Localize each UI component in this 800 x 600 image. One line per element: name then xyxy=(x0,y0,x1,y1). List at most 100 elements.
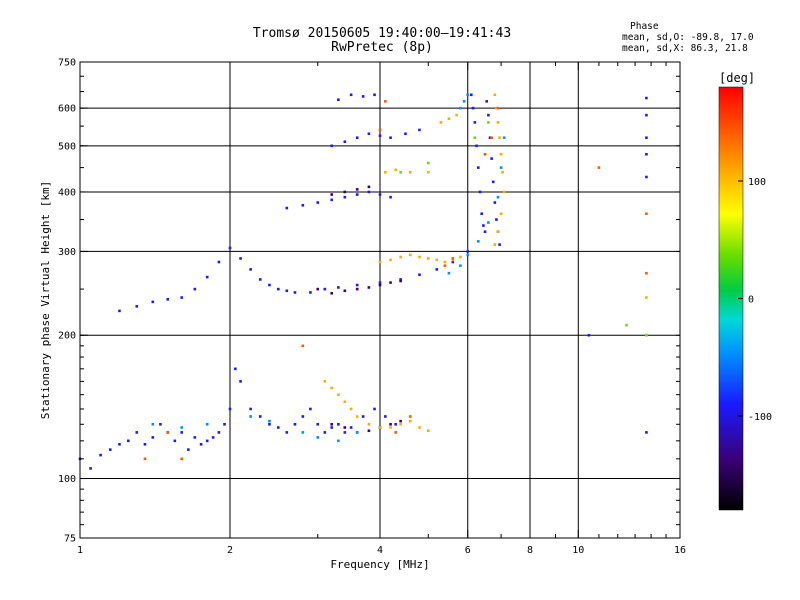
data-point xyxy=(466,250,470,253)
data-point xyxy=(330,386,334,390)
data-points xyxy=(78,93,648,470)
data-point xyxy=(435,268,439,271)
data-point xyxy=(343,140,347,144)
data-point xyxy=(378,193,382,196)
data-point xyxy=(301,415,305,418)
data-point xyxy=(108,448,112,451)
data-point xyxy=(349,426,353,429)
data-point xyxy=(502,190,506,194)
data-point xyxy=(151,436,155,439)
data-point xyxy=(343,195,347,199)
data-point xyxy=(471,106,475,110)
data-point xyxy=(499,152,503,156)
data-point xyxy=(205,422,209,426)
data-point xyxy=(367,429,371,433)
data-point xyxy=(349,407,353,411)
data-point xyxy=(447,271,451,275)
data-point xyxy=(89,467,92,470)
data-point xyxy=(378,283,382,287)
data-point xyxy=(496,195,500,199)
data-point xyxy=(367,132,371,136)
data-point xyxy=(378,426,382,429)
data-point xyxy=(462,100,466,103)
data-point xyxy=(399,278,402,281)
data-point xyxy=(343,426,347,429)
data-point xyxy=(337,98,340,101)
data-point xyxy=(285,431,289,434)
data-point xyxy=(330,422,334,426)
data-point xyxy=(493,201,497,204)
data-point xyxy=(483,152,487,156)
data-point xyxy=(316,436,320,439)
data-point xyxy=(166,297,170,301)
data-point xyxy=(378,134,382,138)
data-point xyxy=(439,121,443,124)
data-point xyxy=(478,190,482,194)
data-point xyxy=(490,157,493,160)
data-point xyxy=(496,230,500,234)
data-point xyxy=(309,291,312,294)
data-point xyxy=(501,170,504,174)
x-tick-label: 1 xyxy=(77,545,83,556)
y-tick-label: 75 xyxy=(64,534,76,545)
colorbar-ticks: 100 0 -100 xyxy=(738,177,772,423)
data-point xyxy=(193,436,197,439)
data-point xyxy=(337,422,340,426)
data-point xyxy=(394,431,397,434)
data-point xyxy=(426,161,430,165)
y-tick-label: 600 xyxy=(58,104,76,115)
x-tick-label: 2 xyxy=(227,545,233,556)
data-point xyxy=(459,264,462,267)
data-point xyxy=(378,260,382,264)
data-point xyxy=(378,281,382,284)
data-point xyxy=(234,367,237,371)
data-point xyxy=(645,113,648,117)
data-point xyxy=(394,422,397,426)
data-point xyxy=(268,283,271,287)
data-point xyxy=(249,268,252,271)
data-point xyxy=(597,166,601,169)
colorbar-tick-label: 0 xyxy=(748,295,754,306)
data-point xyxy=(645,152,648,156)
y-tick-label: 100 xyxy=(58,474,76,485)
data-point xyxy=(495,218,498,221)
data-point xyxy=(451,260,455,264)
y-tick-label: 300 xyxy=(58,247,76,258)
colorbar-label: [deg] xyxy=(719,71,755,85)
data-point xyxy=(466,253,470,257)
data-point xyxy=(301,344,305,348)
data-point xyxy=(399,279,402,283)
data-point xyxy=(399,170,402,174)
data-point xyxy=(217,260,221,264)
colorbar-tick-label: -100 xyxy=(748,412,772,423)
data-point xyxy=(223,422,226,426)
data-point xyxy=(487,221,490,224)
data-point xyxy=(343,400,347,404)
data-point xyxy=(408,415,412,418)
data-point xyxy=(323,287,327,291)
data-point xyxy=(180,426,184,429)
data-point xyxy=(451,258,455,262)
data-point xyxy=(343,431,347,434)
data-point xyxy=(477,166,480,169)
data-point xyxy=(378,128,382,132)
data-point xyxy=(493,93,497,97)
data-point xyxy=(426,429,430,433)
data-point xyxy=(498,136,501,140)
data-point xyxy=(355,136,359,140)
data-point xyxy=(293,291,297,294)
data-point xyxy=(239,257,242,260)
x-tick-label: 10 xyxy=(572,545,584,556)
data-point xyxy=(187,448,190,451)
data-point xyxy=(418,273,421,277)
data-point xyxy=(394,168,397,172)
data-point xyxy=(488,136,492,140)
data-point xyxy=(337,286,340,289)
data-point xyxy=(459,255,462,259)
data-point xyxy=(211,436,215,439)
phase-info-x: mean, sd,X: 86.3, 21.8 xyxy=(622,43,748,54)
data-point xyxy=(451,257,455,260)
data-point xyxy=(249,415,252,418)
data-point xyxy=(587,333,591,337)
